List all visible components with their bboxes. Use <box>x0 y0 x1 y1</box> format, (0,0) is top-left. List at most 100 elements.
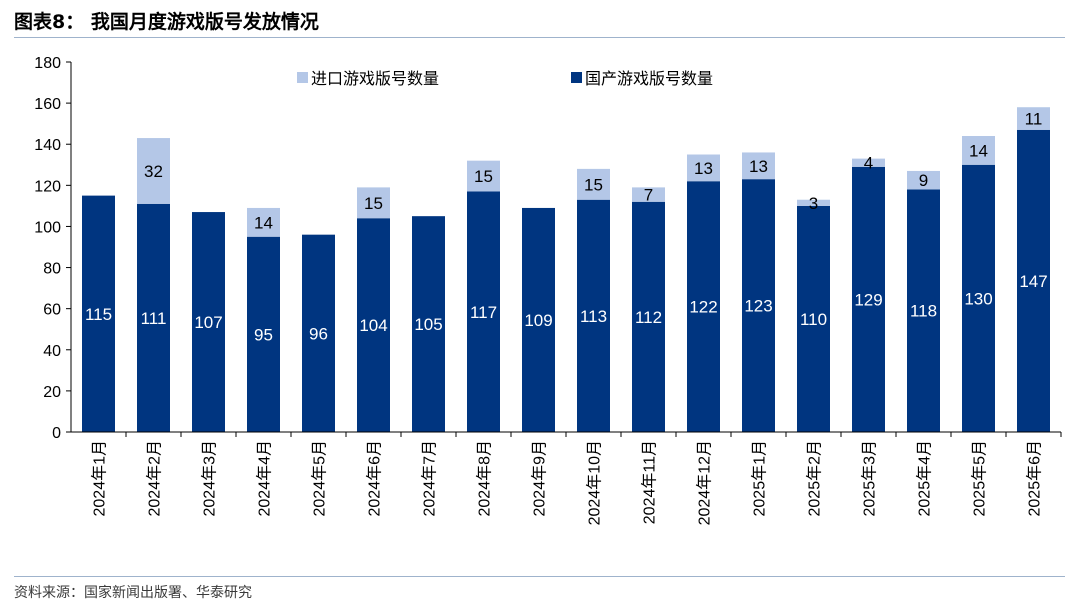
bar-domestic <box>962 164 995 432</box>
bar-domestic <box>907 189 940 432</box>
chart-title: 图表8： 我国月度游戏版号发放情况 <box>14 11 319 33</box>
bar-domestic <box>137 203 170 432</box>
bar-domestic <box>192 212 225 432</box>
data-label-domestic: 95 <box>254 325 273 344</box>
bar-domestic <box>412 216 445 432</box>
source-note: 资料来源：国家新闻出版署、华泰研究 <box>14 585 252 601</box>
data-label-domestic: 96 <box>309 324 328 343</box>
legend: 进口游戏版号数量 国产游戏版号数量 <box>297 69 713 88</box>
data-label-domestic: 112 <box>635 308 662 327</box>
x-tick-label: 2025年3月 <box>861 440 879 517</box>
data-label-domestic: 105 <box>414 315 442 334</box>
bar-domestic <box>82 195 115 432</box>
legend-label-domestic: 国产游戏版号数量 <box>585 69 713 88</box>
bar-imported <box>357 187 390 219</box>
bar-imported <box>852 158 885 167</box>
stacked-bar-chart: 0 20 40 60 80 100 120 140 160 180 115 111 32 107 95 14… <box>34 55 1062 525</box>
x-tick-label: 2025年6月 <box>1026 440 1044 517</box>
bar-domestic <box>852 166 885 433</box>
bar-domestic <box>522 207 555 432</box>
data-label-domestic: 107 <box>194 313 222 332</box>
bar-domestic <box>632 201 665 432</box>
x-tick-label: 2024年2月 <box>146 440 164 517</box>
data-label-imported: 7 <box>644 186 653 205</box>
x-tick-label: 2025年2月 <box>806 440 824 517</box>
x-tick-label: 2024年10月 <box>586 440 604 525</box>
y-tick-label: 140 <box>34 137 61 154</box>
x-tick-label: 2024年5月 <box>311 440 329 517</box>
x-tick-label: 2024年1月 <box>91 440 109 517</box>
data-label-domestic: 118 <box>910 302 937 321</box>
y-tick-label: 100 <box>34 219 61 236</box>
bar-imported <box>962 136 995 165</box>
legend-swatch-domestic <box>571 72 582 83</box>
data-label-imported: 15 <box>584 175 603 194</box>
data-label-domestic: 123 <box>744 297 772 316</box>
y-tick-label: 0 <box>52 425 61 442</box>
x-tick-label: 2024年8月 <box>476 440 494 517</box>
y-tick-label: 80 <box>43 261 61 278</box>
x-tick-label: 2025年1月 <box>751 440 769 517</box>
data-label-domestic: 122 <box>689 298 717 317</box>
data-label-domestic: 117 <box>470 303 497 322</box>
data-label-imported: 15 <box>364 194 383 213</box>
data-label-imported: 9 <box>919 171 928 190</box>
data-label-imported: 4 <box>864 154 873 173</box>
bar-domestic <box>467 191 500 432</box>
bar-domestic <box>302 234 335 432</box>
y-tick-label: 180 <box>34 55 61 72</box>
bar-imported <box>632 187 665 202</box>
bar-imported <box>1017 107 1050 130</box>
source-rule <box>14 576 1065 577</box>
x-tick-label: 2024年11月 <box>641 440 659 524</box>
x-tick-label: 2025年4月 <box>916 440 934 517</box>
data-label-imported: 13 <box>749 157 768 176</box>
data-label-domestic: 115 <box>85 305 112 324</box>
bar-imported <box>907 170 940 190</box>
bar-imported <box>687 154 720 182</box>
bar-domestic <box>247 236 280 432</box>
data-label-domestic: 104 <box>359 316 387 335</box>
y-tick-label: 120 <box>34 178 61 195</box>
data-label-domestic: 109 <box>524 311 552 330</box>
data-label-imported: 15 <box>474 167 493 186</box>
data-label-imported: 11 <box>1025 110 1043 129</box>
data-label-domestic: 113 <box>580 307 607 326</box>
bar-imported <box>247 207 280 237</box>
x-tick-label: 2024年3月 <box>201 440 219 517</box>
y-tick-label: 60 <box>43 302 61 319</box>
data-label-imported: 3 <box>809 194 818 213</box>
bar-domestic <box>1017 129 1050 433</box>
legend-swatch-imported <box>297 72 308 83</box>
data-label-domestic: 129 <box>854 290 882 309</box>
y-tick-label: 160 <box>34 96 61 113</box>
data-label-imported: 14 <box>969 141 988 160</box>
x-tick-label: 2024年6月 <box>366 440 384 517</box>
data-label-imported: 14 <box>254 213 273 232</box>
legend-label-imported: 进口游戏版号数量 <box>311 69 439 88</box>
bar-domestic <box>742 179 775 432</box>
bar-imported <box>467 160 500 192</box>
bar-domestic <box>577 199 610 432</box>
data-label-domestic: 110 <box>800 310 827 329</box>
y-tick-label: 40 <box>43 343 61 360</box>
data-label-domestic: 130 <box>964 289 992 308</box>
y-tick-label: 20 <box>43 384 61 401</box>
bar-domestic <box>687 181 720 432</box>
y-axis-ticks: 0 20 40 60 80 100 120 140 160 180 <box>34 55 71 442</box>
bar-domestic <box>797 205 830 432</box>
bar-imported <box>577 168 610 200</box>
x-tick-label: 2024年12月 <box>696 440 714 525</box>
bar-imported <box>797 199 830 206</box>
data-label-domestic: 111 <box>141 309 167 328</box>
bar-domestic <box>357 218 390 432</box>
x-tick-label: 2024年9月 <box>531 440 549 517</box>
bar-imported <box>137 138 170 204</box>
title-rule <box>14 37 1065 38</box>
bar-imported <box>742 152 775 180</box>
x-tick-label: 2024年7月 <box>421 440 439 517</box>
data-label-imported: 13 <box>694 159 713 178</box>
bars <box>82 107 1050 433</box>
data-label-domestic: 147 <box>1019 272 1047 291</box>
